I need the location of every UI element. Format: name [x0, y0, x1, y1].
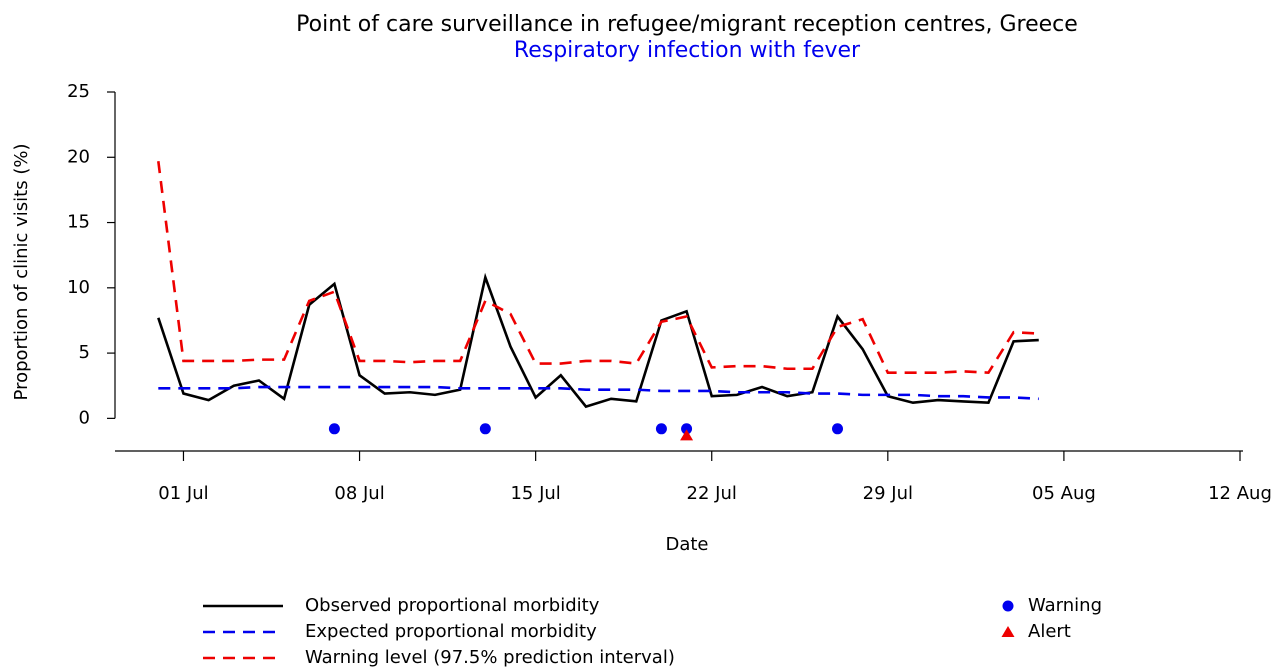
line-series: [157, 272, 1039, 409]
y-tick-label: 10: [67, 277, 90, 298]
x-tick-label: 01 Jul: [158, 483, 208, 504]
x-tick-label: 22 Jul: [687, 483, 737, 504]
point: [680, 429, 694, 441]
x-axis-label: Date: [665, 534, 708, 555]
point: [681, 423, 693, 435]
point: [832, 423, 844, 435]
legend-label: Expected proportional morbidity: [305, 621, 597, 642]
point: [655, 423, 667, 435]
legend-marker: [1001, 626, 1015, 637]
point: [479, 423, 491, 435]
x-tick-label: 05 Aug: [1032, 483, 1096, 504]
y-tick-label: 20: [67, 146, 90, 167]
y-axis-label: Proportion of clinic visits (%): [11, 144, 32, 401]
legend-label: Observed proportional morbidity: [305, 595, 600, 616]
x-tick-label: 12 Aug: [1208, 483, 1272, 504]
chart-subtitle: Respiratory infection with fever: [514, 38, 861, 63]
line-series: [158, 385, 1039, 401]
x-tick-label: 29 Jul: [863, 483, 913, 504]
y-tick-label: 25: [67, 81, 90, 102]
y-tick-label: 15: [67, 212, 90, 233]
legend-label: Warning level (97.5% prediction interval…: [305, 647, 675, 668]
chart-title: Point of care surveillance in refugee/mi…: [296, 12, 1078, 37]
x-tick-label: 08 Jul: [334, 483, 384, 504]
y-tick-label: 0: [79, 407, 90, 428]
legend-marker: [1002, 600, 1014, 612]
x-tick-label: 15 Jul: [510, 483, 560, 504]
point: [328, 423, 340, 435]
y-tick-label: 5: [79, 342, 90, 363]
line-series: [157, 161, 1039, 375]
legend-label: Warning: [1028, 595, 1102, 616]
legend-label: Alert: [1028, 621, 1071, 642]
